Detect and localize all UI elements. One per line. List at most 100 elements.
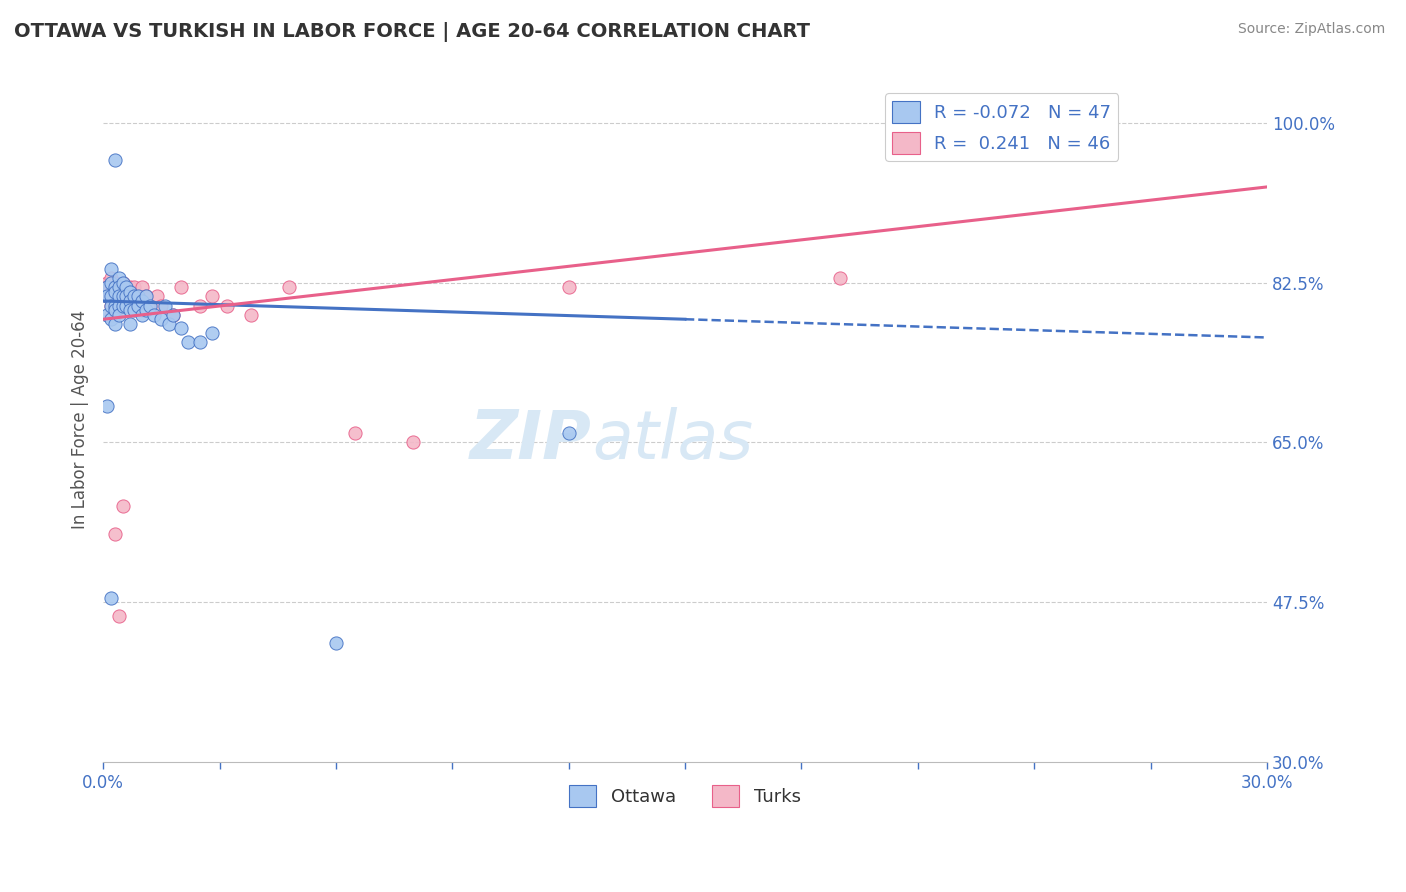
- Text: atlas: atlas: [592, 407, 754, 473]
- Point: [557, 280, 579, 294]
- Point: [135, 303, 157, 318]
- Point: [96, 280, 118, 294]
- Point: [107, 299, 129, 313]
- Point: [127, 299, 149, 313]
- Legend: Ottawa, Turks: Ottawa, Turks: [562, 778, 808, 814]
- Text: Source: ZipAtlas.com: Source: ZipAtlas.com: [1237, 22, 1385, 37]
- Point: [135, 289, 157, 303]
- Point: [111, 285, 134, 299]
- Point: [162, 308, 184, 322]
- Point: [100, 312, 122, 326]
- Point: [111, 299, 134, 313]
- Point: [111, 276, 134, 290]
- Point: [138, 299, 160, 313]
- Point: [115, 289, 138, 303]
- Point: [170, 280, 193, 294]
- Point: [217, 299, 239, 313]
- Point: [239, 308, 262, 322]
- Point: [104, 280, 127, 294]
- Point: [100, 280, 122, 294]
- Point: [104, 285, 127, 299]
- Point: [100, 591, 122, 605]
- Point: [122, 303, 145, 318]
- Point: [177, 334, 200, 349]
- Point: [131, 308, 153, 322]
- Point: [150, 299, 173, 313]
- Point: [100, 289, 122, 303]
- Point: [131, 303, 153, 318]
- Point: [107, 289, 129, 303]
- Point: [402, 435, 425, 450]
- Text: OTTAWA VS TURKISH IN LABOR FORCE | AGE 20-64 CORRELATION CHART: OTTAWA VS TURKISH IN LABOR FORCE | AGE 2…: [14, 22, 810, 42]
- Point: [111, 276, 134, 290]
- Point: [557, 426, 579, 441]
- Point: [100, 285, 122, 299]
- Point: [344, 426, 367, 441]
- Point: [104, 285, 127, 299]
- Point: [96, 289, 118, 303]
- Point: [107, 299, 129, 313]
- Point: [122, 299, 145, 313]
- Point: [100, 308, 122, 322]
- Point: [162, 308, 184, 322]
- Point: [100, 276, 122, 290]
- Point: [120, 317, 142, 331]
- Y-axis label: In Labor Force | Age 20-64: In Labor Force | Age 20-64: [72, 310, 89, 529]
- Point: [278, 280, 301, 294]
- Point: [127, 289, 149, 303]
- Point: [188, 334, 211, 349]
- Point: [120, 293, 142, 308]
- Point: [115, 280, 138, 294]
- Point: [107, 271, 129, 285]
- Point: [115, 289, 138, 303]
- Point: [150, 312, 173, 326]
- Point: [146, 289, 169, 303]
- Point: [107, 280, 129, 294]
- Point: [111, 299, 134, 313]
- Point: [100, 299, 122, 313]
- Point: [122, 289, 145, 303]
- Point: [157, 317, 180, 331]
- Point: [104, 280, 127, 294]
- Point: [96, 276, 118, 290]
- Point: [107, 289, 129, 303]
- Point: [104, 153, 127, 167]
- Point: [111, 500, 134, 514]
- Point: [120, 303, 142, 318]
- Point: [111, 289, 134, 303]
- Point: [100, 271, 122, 285]
- Point: [96, 289, 118, 303]
- Text: ZIP: ZIP: [470, 407, 592, 473]
- Point: [96, 308, 118, 322]
- Point: [104, 276, 127, 290]
- Point: [115, 280, 138, 294]
- Point: [127, 289, 149, 303]
- Point: [188, 299, 211, 313]
- Point: [201, 289, 224, 303]
- Point: [131, 280, 153, 294]
- Point: [104, 526, 127, 541]
- Point: [138, 299, 160, 313]
- Point: [104, 289, 127, 303]
- Point: [104, 308, 127, 322]
- Point: [104, 299, 127, 313]
- Point: [120, 280, 142, 294]
- Point: [100, 299, 122, 313]
- Point: [104, 303, 127, 318]
- Point: [131, 293, 153, 308]
- Point: [96, 280, 118, 294]
- Point: [107, 308, 129, 322]
- Point: [830, 271, 852, 285]
- Point: [153, 299, 176, 313]
- Point: [100, 262, 122, 277]
- Point: [115, 299, 138, 313]
- Point: [115, 299, 138, 313]
- Point: [120, 285, 142, 299]
- Point: [201, 326, 224, 340]
- Point: [107, 280, 129, 294]
- Point: [107, 608, 129, 623]
- Point: [120, 293, 142, 308]
- Point: [170, 321, 193, 335]
- Point: [142, 308, 165, 322]
- Point: [104, 299, 127, 313]
